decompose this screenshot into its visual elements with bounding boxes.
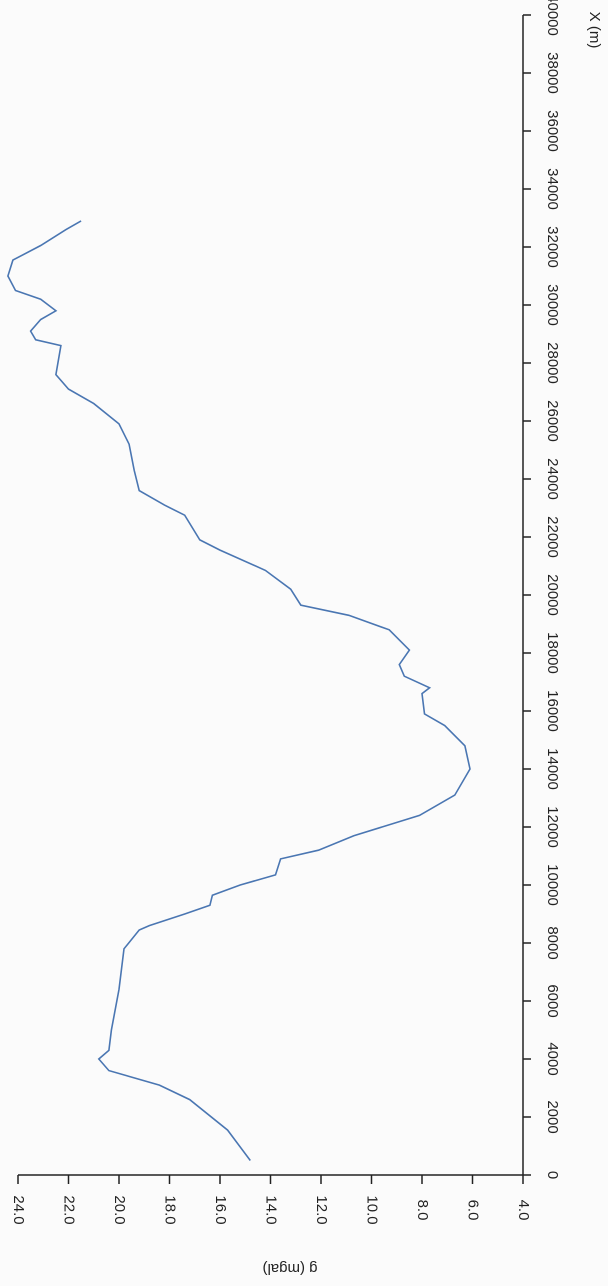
y-tick-label: 18.0 (162, 1195, 179, 1224)
x-tick-label: 38000 (544, 52, 561, 94)
x-tick-label: 12000 (544, 806, 561, 848)
x-tick-label: 36000 (544, 110, 561, 152)
x-tick-label: 22000 (544, 516, 561, 558)
x-tick-label: 8000 (544, 926, 561, 959)
x-tick-label: 0 (544, 1171, 561, 1179)
x-tick-label: 10000 (544, 864, 561, 906)
x-tick-label: 6000 (544, 984, 561, 1017)
x-tick-label: 4000 (544, 1042, 561, 1075)
x-tick-label: 24000 (544, 458, 561, 500)
x-tick-label: 2000 (544, 1100, 561, 1133)
y-tick-label: 12.0 (313, 1195, 330, 1224)
x-tick-label: 14000 (544, 748, 561, 790)
y-tick-label: 22.0 (61, 1195, 78, 1224)
x-tick-label: 26000 (544, 400, 561, 442)
plot-area: 0 2000 4000 6000 8000 10000 12000 14000 16000 180… (7, 0, 561, 1225)
y-tick-label: 4.0 (515, 1200, 532, 1221)
x-tick-label: 16000 (544, 690, 561, 732)
y-tick-label: 16.0 (212, 1195, 229, 1224)
y-tick-label: 10.0 (364, 1195, 381, 1224)
x-axis-title: X (m) (586, 12, 603, 49)
x-tick-label: 34000 (544, 168, 561, 210)
x-tick-label: 30000 (544, 284, 561, 326)
data-line (7, 220, 471, 1161)
y-tick-label: 6.0 (465, 1200, 482, 1221)
x-tick-label: 40000 (544, 0, 561, 36)
y-tick-label: 14.0 (263, 1195, 280, 1224)
x-tick-label: 20000 (544, 574, 561, 616)
y-tick-label: 20.0 (111, 1195, 128, 1224)
x-tick-label: 18000 (544, 632, 561, 674)
y-tick-label: 8.0 (414, 1200, 431, 1221)
x-tick-label: 28000 (544, 342, 561, 384)
x-tick-label: 32000 (544, 226, 561, 268)
y-axis-title: g (mgal) (262, 1260, 317, 1277)
y-tick-label: 24.0 (10, 1195, 27, 1224)
